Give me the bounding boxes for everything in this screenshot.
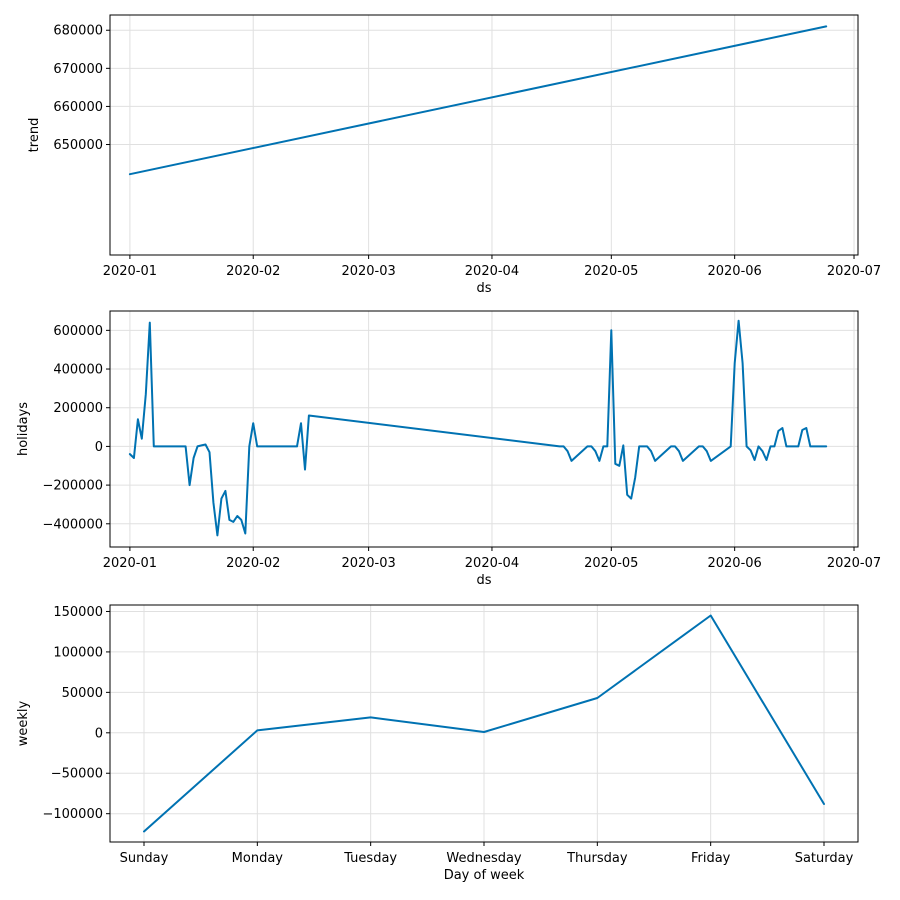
weekly-series-line [143, 614, 825, 833]
y-tick-label: 50000 [62, 686, 103, 701]
x-tick-label: 2020-01 [103, 264, 157, 279]
x-axis-title: ds [476, 573, 491, 588]
holidays-panel: 2020-01 2020-02 2020-03 2020-04 2020-05 2020-… [16, 310, 881, 588]
y-tick-label: 400000 [53, 363, 103, 378]
x-axis-title: ds [476, 281, 491, 296]
y-axis-title: holidays [16, 402, 31, 456]
x-tick-label: 2020-04 [465, 556, 519, 571]
trend-series-line [128, 25, 828, 176]
y-tick-label: 670000 [53, 62, 103, 77]
x-tick-label: 2020-04 [465, 264, 519, 279]
x-tick-label: 2020-05 [584, 264, 638, 279]
x-tick-label: Friday [691, 851, 731, 866]
y-tick-label: −100000 [42, 807, 103, 822]
y-tick-label: 680000 [53, 24, 103, 39]
y-tick-label: −400000 [42, 517, 103, 532]
x-tick-label: 2020-06 [707, 264, 761, 279]
y-tick-label: 660000 [53, 100, 103, 115]
y-axis-title: trend [27, 118, 42, 153]
x-tick-label: 2020-02 [226, 264, 280, 279]
x-tick-label: 2020-03 [341, 264, 395, 279]
x-tick-label: Sunday [120, 851, 169, 866]
y-tick-label: 100000 [53, 645, 103, 660]
x-tick-label: Tuesday [343, 851, 397, 866]
y-tick-label: 0 [95, 726, 103, 741]
x-tick-label: Thursday [566, 851, 628, 866]
x-tick-label: 2020-05 [584, 556, 638, 571]
weekly-panel: Sunday Monday Tuesday Wednesday Thursday Frid… [16, 604, 859, 883]
x-tick-label: Wednesday [446, 851, 522, 866]
trend-panel: 2020-01 2020-02 2020-03 2020-04 2020-05 2020-… [27, 14, 881, 296]
y-tick-label: 200000 [53, 401, 103, 416]
y-tick-label: 0 [95, 440, 103, 455]
x-tick-label: 2020-07 [827, 264, 881, 279]
y-tick-label: −50000 [51, 767, 103, 782]
y-tick-label: 150000 [53, 605, 103, 620]
plot-frame [109, 14, 859, 256]
x-tick-label: 2020-03 [341, 556, 395, 571]
y-tick-label: 600000 [53, 324, 103, 339]
plot-frame [109, 310, 859, 548]
y-axis-title: weekly [16, 700, 31, 746]
y-tick-label: −200000 [42, 479, 103, 494]
x-tick-label: 2020-07 [827, 556, 881, 571]
x-tick-label: Monday [232, 851, 284, 866]
x-tick-label: Saturday [795, 851, 854, 866]
x-tick-label: 2020-06 [707, 556, 761, 571]
x-tick-label: 2020-02 [226, 556, 280, 571]
y-tick-label: 650000 [53, 138, 103, 153]
x-tick-label: 2020-01 [103, 556, 157, 571]
x-axis-title: Day of week [444, 868, 525, 883]
holidays-series-line [128, 319, 828, 537]
